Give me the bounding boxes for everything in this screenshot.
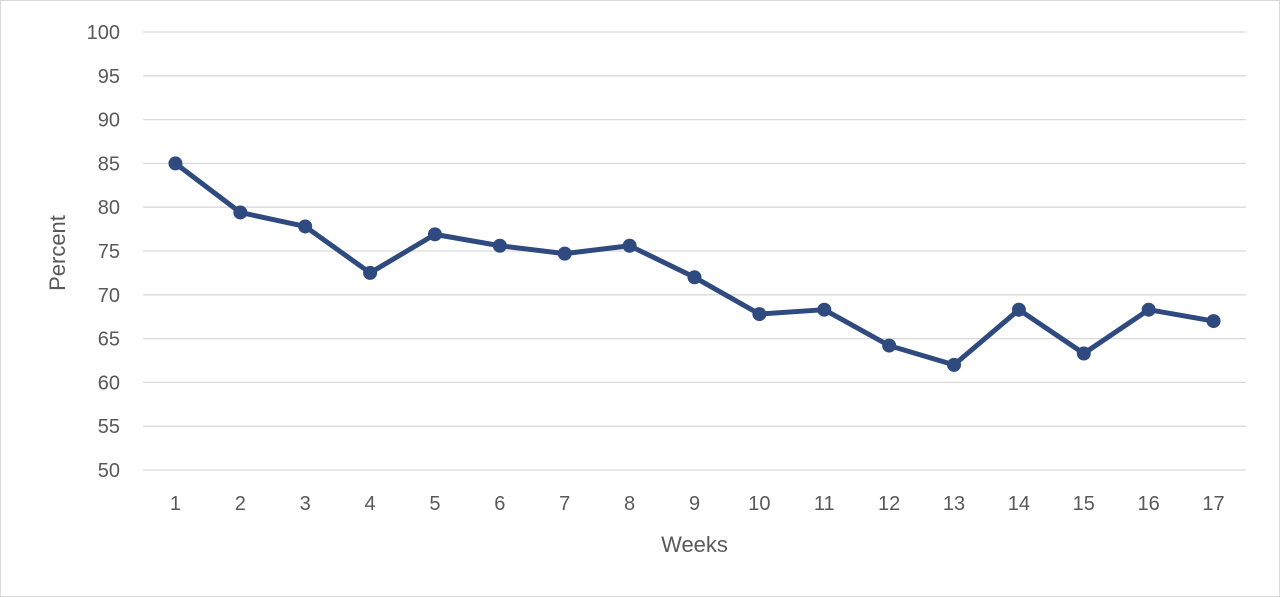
series-layer [168,156,1221,372]
y-tick-label-95: 95 [98,66,120,88]
data-point-week-13 [947,357,962,372]
y-tick-label-55: 55 [98,416,120,438]
y-tick-label-70: 70 [98,285,120,307]
x-tick-label-16: 16 [1138,493,1160,515]
data-point-week-15 [1076,346,1091,361]
data-point-week-12 [882,338,897,353]
x-axis-ticks: 1 2 3 4 5 6 7 8 9 10 11 12 13 14 15 16 17 [170,493,1225,515]
x-tick-label-8: 8 [624,493,635,515]
x-axis-title: Weeks [661,532,728,557]
data-point-week-4 [363,265,378,280]
x-tick-label-2: 2 [235,493,246,515]
data-point-week-2 [233,205,248,220]
x-tick-label-12: 12 [878,493,900,515]
y-tick-label-85: 85 [98,153,120,175]
data-point-week-9 [687,270,702,285]
x-tick-label-15: 15 [1073,493,1095,515]
data-point-week-7 [557,246,572,261]
y-axis-ticks: 50 55 60 65 70 75 80 85 90 95 100 [87,22,120,482]
x-tick-label-13: 13 [943,493,965,515]
y-tick-label-100: 100 [87,22,120,44]
data-point-week-3 [298,219,313,234]
y-tick-label-90: 90 [98,110,120,132]
data-point-week-8 [622,238,637,253]
y-axis-title: Percent [45,215,70,291]
x-tick-label-5: 5 [429,493,440,515]
data-point-week-11 [817,302,832,317]
x-tick-label-9: 9 [689,493,700,515]
data-point-week-1 [168,156,183,171]
series-line-0 [172,160,1217,368]
x-tick-label-4: 4 [365,493,376,515]
data-point-week-17 [1206,314,1221,329]
x-tick-label-6: 6 [494,493,505,515]
x-tick-label-1: 1 [170,493,181,515]
y-tick-label-65: 65 [98,329,120,351]
x-tick-label-14: 14 [1008,493,1030,515]
x-tick-label-3: 3 [300,493,311,515]
gridlines [143,31,1246,471]
y-tick-label-50: 50 [98,460,120,482]
data-point-week-5 [427,227,442,242]
data-point-week-6 [492,238,507,253]
x-tick-label-7: 7 [559,493,570,515]
x-tick-label-10: 10 [748,493,770,515]
y-tick-label-80: 80 [98,197,120,219]
x-tick-label-11: 11 [814,493,835,515]
data-point-week-14 [1011,302,1026,317]
data-point-week-16 [1141,302,1156,317]
y-tick-label-75: 75 [98,241,120,263]
y-tick-label-60: 60 [98,372,120,394]
data-point-week-10 [752,307,767,322]
x-tick-label-17: 17 [1202,493,1224,515]
